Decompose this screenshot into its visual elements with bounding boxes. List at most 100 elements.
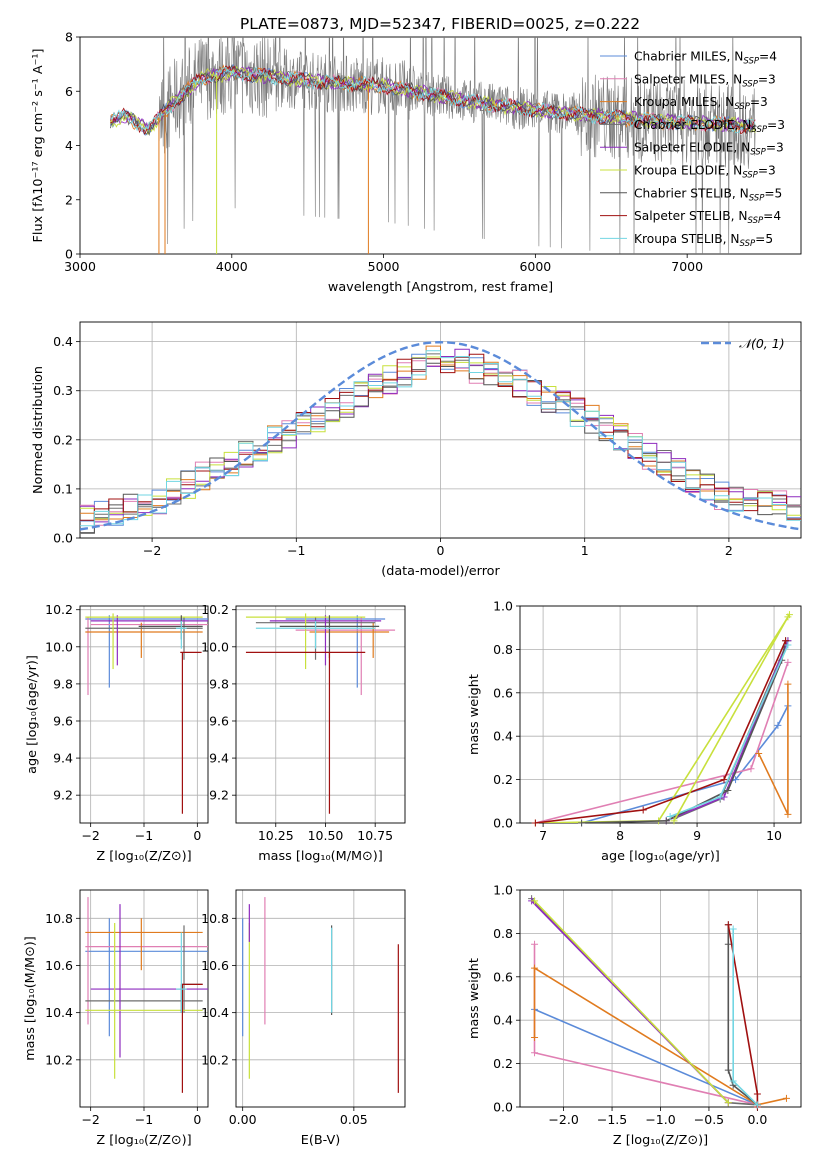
- y-tick-label: 8: [65, 30, 73, 45]
- legend-entry: Kroupa STELIB, NSSP=5: [634, 232, 773, 249]
- x-axis-label: age [log₁₀(age/yr)]: [601, 849, 720, 864]
- x-tick-label: −2: [81, 828, 99, 843]
- x-tick-label: −2: [81, 1112, 99, 1127]
- y-tick-label: 1.0: [493, 599, 513, 614]
- y-tick-label: 0.1: [53, 481, 73, 496]
- x-axis-label: Z [log₁₀(Z/Z⊙)]: [96, 1133, 191, 1148]
- y-tick-label: 0.4: [53, 334, 73, 349]
- x-tick-label: 10: [766, 828, 782, 843]
- weight-marker: [531, 964, 539, 972]
- y-tick-label: 10.2: [45, 1052, 73, 1067]
- weight-marker: [666, 812, 674, 820]
- y-tick-label: 9.6: [209, 713, 229, 728]
- model-line: [110, 65, 756, 136]
- y-axis-label: Normed distribution: [31, 366, 46, 494]
- x-tick-label: −0.5: [694, 1112, 724, 1127]
- y-tick-label: 0.2: [493, 772, 513, 787]
- weight-marker: [784, 641, 792, 649]
- x-axis-label: mass [log₁₀(M/M⊙)]: [258, 849, 383, 864]
- age-vs-mass-axes: 10.25 10.50 10.75 9.2 9.4 9.6 9.8 10.0 10.2 mass …: [201, 602, 406, 864]
- legend-entry: Salpeter STELIB, NSSP=4: [634, 209, 781, 226]
- weight-marker: [784, 810, 792, 818]
- plot-frame: [519, 605, 802, 824]
- y-axis-label: Flux [fλ10⁻¹⁷ erg cm⁻² s⁻¹ A⁻¹]: [31, 49, 46, 243]
- mass-vs-Z-axes: −2 −1 0 10.2 10.4 10.6 10.8 Z [log₁₀(Z/Z⊙)] mass…: [23, 889, 209, 1148]
- y-axis-label: age [log₁₀(age/yr)]: [25, 655, 40, 774]
- weight-marker: [782, 1094, 790, 1102]
- x-tick-label: −2.0: [548, 1112, 578, 1127]
- y-tick-label: 9.6: [53, 713, 73, 728]
- weight-marker: [639, 806, 647, 814]
- y-tick-label: 0.6: [493, 685, 513, 700]
- x-tick-label: 0.05: [340, 1112, 368, 1127]
- y-axis-label: mass weight: [467, 674, 482, 755]
- y-tick-label: 0.0: [493, 816, 513, 831]
- x-tick-label: 9: [693, 828, 701, 843]
- y-tick-label: 10.2: [201, 602, 229, 617]
- model-line: [110, 66, 756, 134]
- x-axis-label: Z [log₁₀(Z/Z⊙)]: [96, 849, 191, 864]
- y-tick-label: 9.4: [53, 751, 73, 766]
- y-tick-label: 9.8: [53, 676, 73, 691]
- y-tick-label: 0.8: [493, 642, 513, 657]
- weight-marker: [724, 1099, 732, 1107]
- x-tick-label: −1.0: [645, 1112, 675, 1127]
- weight-line: [535, 662, 789, 823]
- y-tick-label: 9.8: [209, 676, 229, 691]
- x-tick-label: −1.5: [597, 1112, 627, 1127]
- y-tick-label: 10.2: [45, 602, 73, 617]
- x-tick-label: −1: [135, 828, 153, 843]
- age-vs-Z-axes: −2 −1 0 9.2 9.4 9.6 9.8 10.0 10.2 Z [log₁₀(Z/Z⊙)]…: [25, 602, 209, 864]
- weight-line: [535, 640, 787, 823]
- weight-marker: [784, 658, 792, 666]
- x-tick-label: 8: [616, 828, 624, 843]
- x-tick-label: −2: [143, 543, 161, 558]
- weight-marker: [755, 750, 763, 758]
- x-axis-label: wavelength [Angstrom, rest frame]: [328, 280, 553, 295]
- x-tick-label: 1: [581, 543, 589, 558]
- x-axis-label: (data-model)/error: [381, 564, 500, 579]
- y-tick-label: 0.3: [53, 383, 73, 398]
- weight-marker: [747, 765, 755, 773]
- y-tick-label: 9.4: [209, 751, 229, 766]
- weight-marker: [531, 1049, 539, 1057]
- histogram-step: [80, 353, 801, 521]
- weight-line: [533, 900, 729, 1104]
- weight-marker: [720, 776, 728, 784]
- x-tick-label: 5000: [368, 259, 400, 274]
- weight-marker: [670, 817, 678, 825]
- y-axis-label: mass weight: [467, 958, 482, 1039]
- x-tick-label: −1: [135, 1112, 153, 1127]
- y-tick-label: 4: [65, 138, 73, 153]
- spectrum-axes: 3000 4000 5000 6000 7000 0 2 4 6 8 wavelength [Ang…: [31, 30, 802, 295]
- y-tick-label: 0.0: [493, 1100, 513, 1115]
- weight-marker: [531, 1034, 539, 1042]
- weight-line: [732, 929, 758, 1106]
- x-tick-label: 7000: [671, 259, 703, 274]
- weight-marker: [784, 613, 792, 621]
- weight-marker: [531, 819, 539, 827]
- spectrum-data-line: [110, 37, 756, 254]
- x-tick-label: 10.25: [258, 828, 294, 843]
- weight-marker: [784, 680, 792, 688]
- plot-frame: [235, 605, 406, 824]
- y-tick-label: 0.4: [493, 1013, 513, 1028]
- y-tick-label: 0.8: [493, 926, 513, 941]
- y-tick-label: 0.2: [53, 432, 73, 447]
- x-axis-label: Z [log₁₀(Z/Z⊙)]: [613, 1133, 708, 1148]
- weight-marker: [578, 819, 586, 827]
- y-tick-label: 0.4: [493, 729, 513, 744]
- x-tick-label: 0: [193, 1112, 201, 1127]
- weight-marker: [662, 817, 670, 825]
- figure-title: PLATE=0873, MJD=52347, FIBERID=0025, z=0…: [240, 15, 640, 33]
- weight-line: [531, 898, 758, 1106]
- y-tick-label: 10.0: [201, 639, 229, 654]
- x-tick-label: 10.75: [357, 828, 393, 843]
- x-tick-label: 4000: [216, 259, 248, 274]
- plot-frame: [235, 889, 406, 1108]
- y-tick-label: 10.2: [201, 1052, 229, 1067]
- normal-curve: [80, 340, 801, 531]
- y-tick-label: 10.4: [201, 1005, 229, 1020]
- x-tick-label: 2: [725, 543, 733, 558]
- legend-entry: Kroupa ELODIE, NSSP=3: [634, 164, 776, 181]
